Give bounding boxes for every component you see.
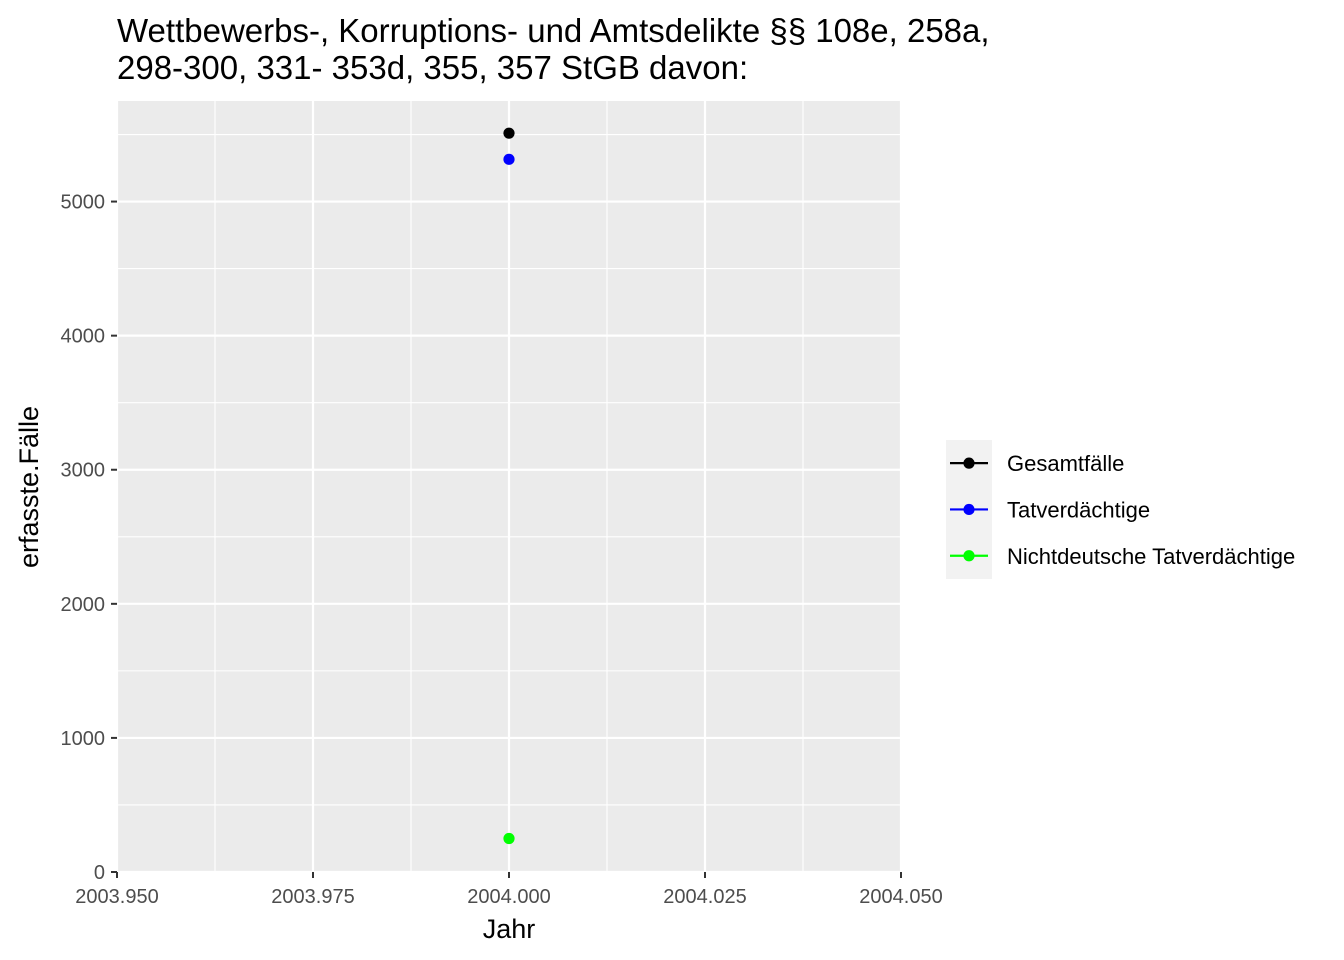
chart-title-line-1: Wettbewerbs-, Korruptions- und Amtsdelik… bbox=[117, 12, 990, 49]
legend-label: Gesamtfälle bbox=[1007, 451, 1124, 476]
legend-key-point bbox=[963, 550, 975, 562]
y-axis-title: erfasste.Fälle bbox=[14, 406, 44, 568]
y-tick-label: 2000 bbox=[61, 594, 106, 616]
chart-title-line-2: 298-300, 331- 353d, 355, 357 StGB davon: bbox=[117, 49, 748, 86]
x-axis: 2003.950 2003.975 2004.000 2004.025 2004.050 bbox=[75, 872, 943, 908]
x-tick-label: 2004.000 bbox=[467, 886, 550, 908]
data-points bbox=[503, 127, 515, 845]
legend-label: Tatverdächtige bbox=[1007, 497, 1150, 522]
legend-label: Nichtdeutsche Tatverdächtige bbox=[1007, 544, 1295, 569]
legend-key-point bbox=[963, 457, 975, 469]
x-tick-label: 2004.025 bbox=[663, 886, 746, 908]
chart-title: Wettbewerbs-, Korruptions- und Amtsdelik… bbox=[117, 12, 990, 86]
x-axis-title: Jahr bbox=[483, 914, 536, 944]
data-point bbox=[503, 127, 515, 139]
grid-major bbox=[115, 101, 903, 874]
legend-key-point bbox=[963, 503, 975, 516]
y-axis: 0 1000 2000 3000 4000 5000 bbox=[61, 192, 117, 884]
data-point bbox=[503, 832, 515, 845]
x-tick-label: 2003.975 bbox=[271, 886, 354, 908]
y-tick-label: 5000 bbox=[61, 192, 106, 214]
x-tick-label: 2003.950 bbox=[75, 886, 158, 908]
x-tick-label: 2004.050 bbox=[859, 886, 942, 908]
data-point bbox=[503, 153, 515, 165]
legend: Gesamtfälle Tatverdächtige Nichtdeutsche T… bbox=[946, 440, 1295, 579]
y-tick-label: 0 bbox=[94, 862, 105, 884]
y-tick-label: 4000 bbox=[61, 326, 106, 348]
y-tick-label: 3000 bbox=[61, 460, 106, 482]
y-tick-label: 1000 bbox=[61, 728, 106, 750]
